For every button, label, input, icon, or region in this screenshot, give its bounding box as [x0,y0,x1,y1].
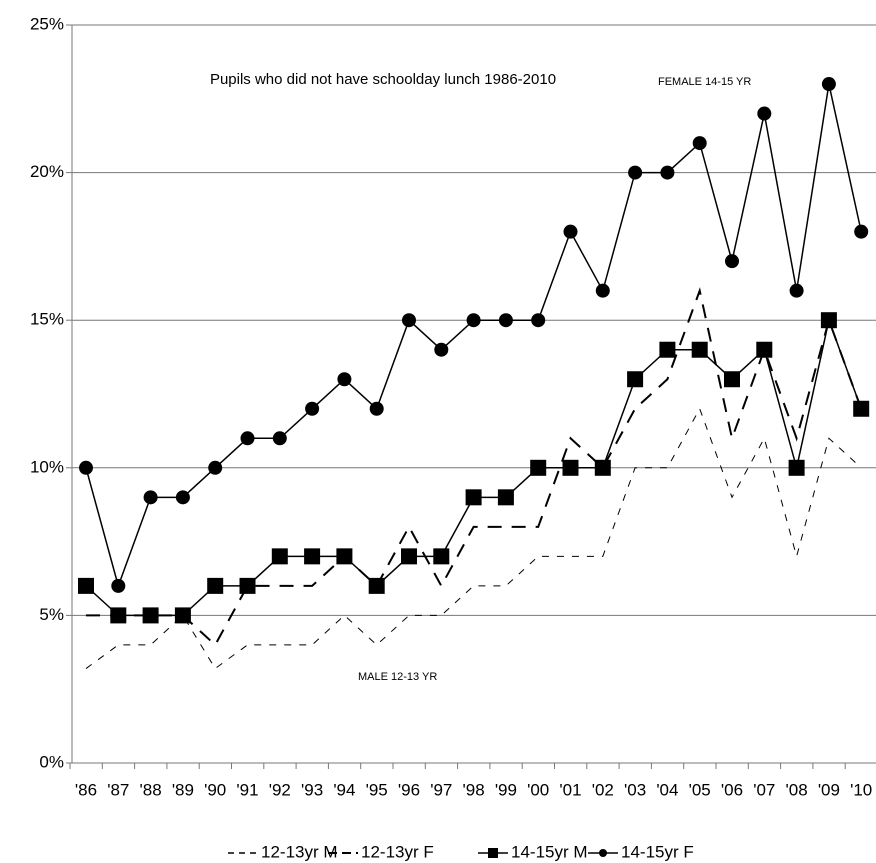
x-tick-label: '04 [656,780,678,799]
x-tick-label: '00 [527,780,549,799]
marker [595,283,610,298]
marker [821,77,836,92]
legend-label: 12-13yr M [261,842,338,861]
marker [175,490,190,505]
x-tick-label: '94 [333,780,355,799]
marker [240,431,255,446]
x-tick-label: '92 [269,780,291,799]
marker [174,607,191,624]
marker [272,431,287,446]
marker [142,607,159,624]
x-tick-label: '99 [495,780,517,799]
marker [304,548,321,565]
marker [628,165,643,180]
x-tick-label: '03 [624,780,646,799]
marker [562,459,579,476]
marker [530,459,547,476]
x-tick-label: '87 [107,780,129,799]
marker [433,548,450,565]
marker [757,106,772,121]
marker [531,313,546,328]
marker [305,401,320,416]
marker [725,254,739,269]
marker [110,607,127,624]
x-tick-label: '96 [398,780,420,799]
marker [789,283,804,298]
x-tick-label: '97 [430,780,452,799]
legend-label: 14-15yr M [511,842,588,861]
marker [465,489,482,506]
series-line [85,407,862,670]
legend-marker [599,849,607,857]
marker [660,165,675,180]
marker [402,313,416,328]
y-tick-label: 15% [30,310,64,329]
marker [111,578,126,593]
marker [401,548,417,565]
marker [434,342,449,357]
marker [692,136,707,151]
x-tick-label: '95 [366,780,388,799]
x-tick-label: '05 [689,780,711,799]
marker [854,224,869,239]
x-tick-label: '93 [301,780,323,799]
x-tick-label: '98 [463,780,485,799]
marker [208,460,223,475]
marker [627,371,644,388]
annotation: FEMALE 14-15 YR [658,76,751,88]
marker [853,400,870,417]
marker [336,548,353,565]
marker [239,577,256,594]
annotation: MALE 12-13 YR [358,671,437,683]
x-tick-label: '89 [172,780,194,799]
marker [820,312,837,329]
x-tick-label: '90 [204,780,226,799]
marker [368,577,385,594]
series-line [85,83,862,589]
marker [143,490,158,505]
marker [563,224,578,239]
x-tick-label: '06 [721,780,743,799]
x-tick-label: '07 [753,780,775,799]
marker [79,460,93,475]
y-tick-label: 25% [30,14,64,33]
marker [691,341,708,358]
marker [788,459,805,476]
x-tick-label: '88 [140,780,162,799]
x-tick-label: '91 [236,780,258,799]
x-tick-label: '86 [75,780,97,799]
series-line [86,287,863,647]
marker [497,489,514,506]
marker [724,371,740,388]
marker [594,459,611,476]
y-tick-label: 5% [39,605,64,624]
marker [207,577,224,594]
legend-label: 14-15yr F [621,842,694,861]
marker [369,401,384,416]
legend-marker [488,848,498,858]
y-tick-label: 0% [39,752,64,771]
marker [659,341,676,358]
x-tick-label: '02 [592,780,614,799]
y-tick-label: 20% [30,162,64,181]
legend-label: 12-13yr F [361,842,434,861]
marker [498,313,513,328]
marker [271,548,288,565]
x-tick-label: '08 [786,780,808,799]
x-tick-label: '01 [559,780,581,799]
marker [78,577,94,594]
x-tick-label: '09 [818,780,840,799]
marker [466,313,481,328]
x-tick-label: '10 [850,780,872,799]
marker [756,341,773,358]
y-tick-label: 10% [30,457,64,476]
marker [337,372,352,387]
annotation: Pupils who did not have schoolday lunch … [210,71,556,88]
